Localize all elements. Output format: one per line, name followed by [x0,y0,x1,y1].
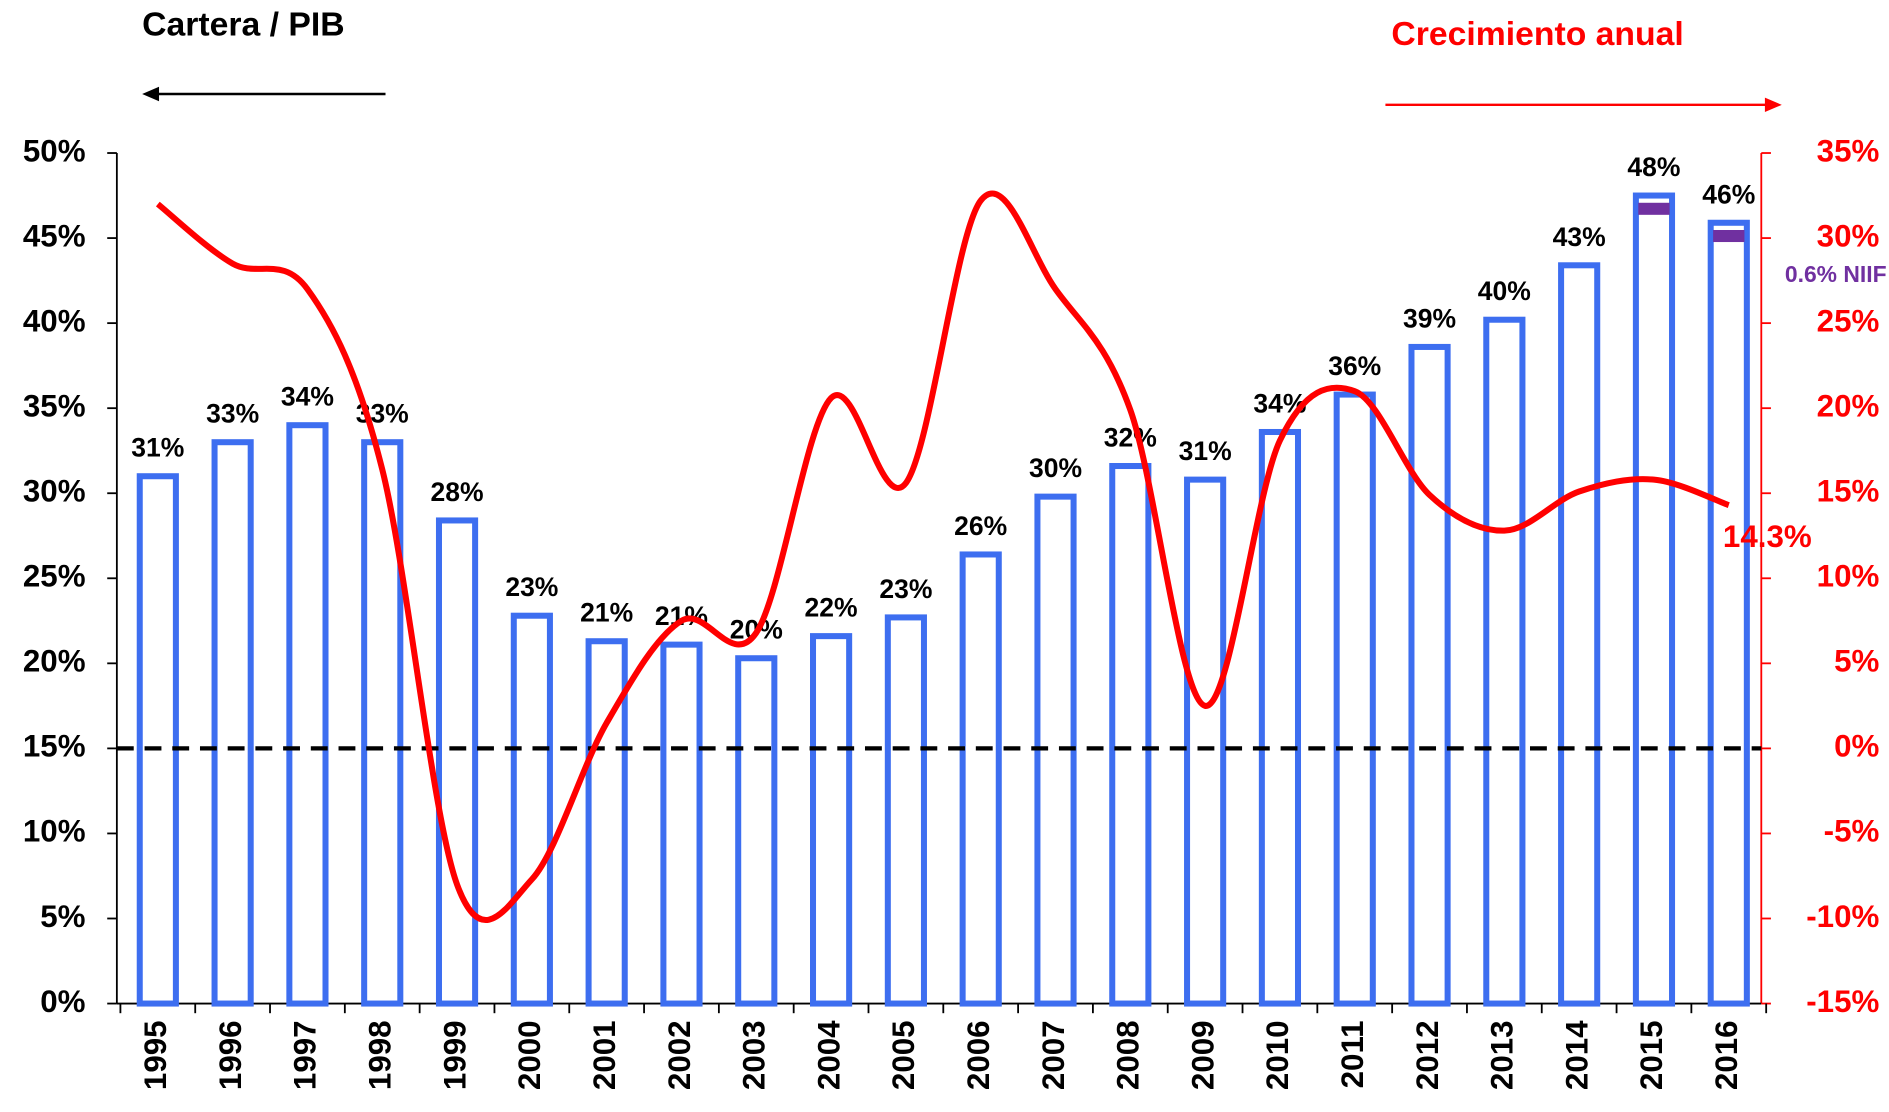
bar-value-label: 23% [879,574,932,604]
x-tick-label: 2009 [1185,1020,1220,1090]
x-tick-label: 2014 [1559,1020,1594,1090]
x-tick-label: 1996 [213,1020,248,1090]
bar-value-label: 26% [954,511,1007,541]
x-tick-label: 2006 [961,1020,996,1090]
x-tick-label: 2010 [1260,1020,1295,1090]
x-tick-label: 2001 [587,1020,622,1090]
y2-tick-label: 25% [1817,303,1880,338]
bar [810,633,853,1007]
x-tick-label: 1999 [437,1020,472,1090]
x-tick-label: 2015 [1634,1020,1669,1090]
bar [959,551,1002,1007]
bar [1483,316,1526,1007]
bar [1258,428,1302,1007]
bar [1408,343,1451,1007]
y2-tick-label: 20% [1817,388,1880,423]
y2-tick-label: 30% [1817,218,1880,253]
bar [660,641,703,1007]
y-tick-label: 30% [23,474,86,509]
bar [136,473,179,1007]
bar [1109,463,1152,1007]
x-tick-label: 2002 [662,1020,697,1090]
bar [435,517,479,1007]
y-tick-label: 50% [23,133,86,168]
niif-mark [1638,202,1670,215]
right-arrow-head [1764,97,1782,113]
y2-tick-label: 15% [1817,474,1880,509]
bar [510,612,553,1007]
x-tick-label: 2005 [886,1020,921,1090]
x-tick-label: 2003 [737,1020,772,1090]
y-tick-label: 5% [40,899,85,934]
x-tick-label: 2008 [1111,1020,1146,1090]
y-tick-label: 0% [40,984,85,1019]
y-tick-label: 35% [23,388,86,423]
bar-value-label: 36% [1328,351,1381,381]
bar [1558,262,1601,1007]
bar-value-label: 31% [131,433,184,463]
y2-tick-label: 10% [1817,559,1880,594]
x-tick-label: 2013 [1485,1020,1520,1090]
bar-value-label: 39% [1403,303,1456,333]
y-tick-label: 10% [23,814,86,849]
bar [1707,219,1750,1007]
y-tick-label: 20% [23,644,86,679]
y2-title: Crecimiento anual [1391,15,1683,53]
bar-value-label: 48% [1627,152,1680,182]
bar-value-label: 21% [580,598,633,628]
growth-line [155,190,1730,923]
bar-value-label: 30% [1029,453,1082,483]
chart-title: Cartera / PIB [142,5,344,43]
x-tick-label: 1995 [138,1020,173,1090]
y2-tick-label: -5% [1824,814,1880,849]
bar-value-label: 28% [431,477,484,507]
x-tick-label: 2004 [811,1020,846,1090]
left-arrow-head [142,86,160,102]
y-tick-label: 45% [23,218,86,253]
y-tick-label: 15% [23,729,86,764]
bar [1333,391,1376,1007]
bar-value-label: 32% [1104,423,1157,453]
x-tick-label: 1997 [288,1020,323,1090]
bar-value-label: 40% [1478,276,1531,306]
y-tick-label: 25% [23,559,86,594]
y2-tick-label: 35% [1817,133,1880,168]
y2-tick-label: -10% [1806,899,1879,934]
niif-mark [1713,229,1745,243]
bar [884,614,927,1007]
x-tick-label: 2000 [512,1020,547,1090]
line-value-label: 14.3% [1723,519,1812,554]
x-tick-label: 2007 [1036,1020,1071,1090]
bar-value-label: 33% [206,399,259,429]
x-tick-label: 2012 [1410,1020,1445,1090]
y2-tick-label: -15% [1806,984,1879,1019]
y2-tick-label: 0% [1834,729,1879,764]
bar-value-label: 21% [655,601,708,631]
bar-value-label: 23% [505,572,558,602]
bar-value-label: 31% [1179,436,1232,466]
bar [286,422,329,1007]
x-tick-label: 1998 [363,1020,398,1090]
bar-value-label: 22% [805,593,858,623]
bar [1632,192,1676,1007]
x-tick-label: 2011 [1335,1020,1370,1088]
x-tick-label: 2016 [1709,1020,1744,1090]
bar-value-label: 34% [281,382,334,412]
bar [211,439,254,1007]
y2-tick-label: 5% [1834,644,1879,679]
bar [735,655,778,1007]
y-tick-label: 40% [23,303,86,338]
bar-value-label: 46% [1702,179,1755,209]
bar-value-label: 43% [1553,222,1606,252]
niif-annotation: 0.6% NIIF [1785,261,1887,287]
bar [1184,476,1227,1007]
